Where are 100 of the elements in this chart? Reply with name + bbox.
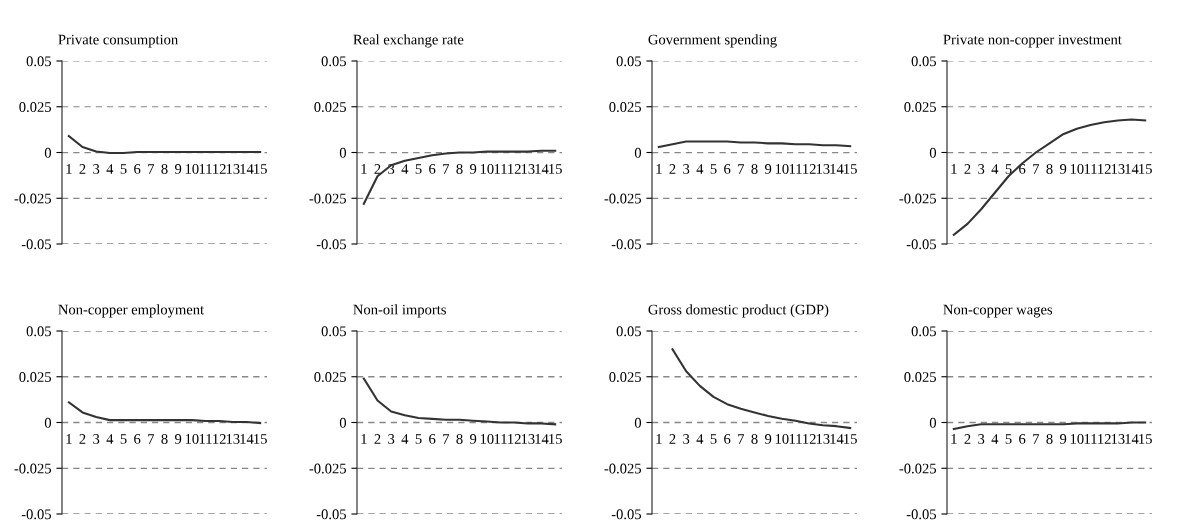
- y-tick-label: -0.05: [316, 509, 347, 520]
- x-tick-label: 5: [415, 434, 422, 444]
- x-tick-label: 3: [978, 164, 985, 174]
- y-tick-label: -0.05: [906, 239, 937, 250]
- y-tick-label: -0.05: [316, 239, 347, 250]
- y-tick-label: -0.05: [21, 239, 52, 250]
- y-tick-label: 0: [929, 147, 937, 158]
- x-tick-label: 5: [120, 164, 127, 174]
- x-tick-label: 9: [1059, 434, 1067, 444]
- chart-title: Non-copper wages: [943, 304, 1053, 318]
- x-tick-label: 6: [429, 434, 436, 444]
- x-tick-label: 3: [683, 434, 690, 444]
- x-tick-label: 7: [1033, 164, 1040, 174]
- x-tick-label: 8: [1046, 164, 1053, 174]
- chart-title: Gross domestic product (GDP): [648, 304, 829, 318]
- x-tick-label: 15: [1139, 434, 1152, 444]
- y-tick-label: 0.025: [904, 372, 937, 383]
- x-tick-label: 14: [830, 434, 844, 444]
- x-tick-label: 7: [738, 434, 745, 444]
- x-tick-label: 4: [991, 164, 999, 174]
- x-tick-label: 3: [683, 164, 690, 174]
- x-tick-label: 8: [751, 434, 758, 444]
- y-tick-label: -0.025: [14, 463, 52, 474]
- x-tick-label: 14: [240, 434, 254, 444]
- y-tick-label: 0: [634, 417, 642, 428]
- x-tick-label: 14: [535, 164, 549, 174]
- x-tick-label: 8: [751, 164, 758, 174]
- y-tick-label: 0.05: [911, 326, 937, 337]
- line-series: [671, 348, 852, 430]
- x-tick-label: 10: [775, 434, 789, 444]
- chart-title: Non-oil imports: [353, 304, 446, 318]
- y-tick-label: -0.05: [906, 509, 937, 520]
- x-tick-label: 3: [93, 164, 100, 174]
- x-tick-label: 15: [549, 434, 562, 444]
- line-series: [67, 401, 262, 425]
- x-tick-label: 12: [508, 434, 521, 444]
- x-tick-label: 3: [978, 434, 985, 444]
- x-tick-label: 2: [669, 164, 676, 174]
- y-tick-label: 0.025: [314, 102, 347, 113]
- x-tick-label: 8: [1046, 434, 1053, 444]
- y-tick-label: 0.025: [904, 102, 937, 113]
- x-tick-label: 15: [844, 434, 857, 444]
- x-tick-label: 2: [669, 434, 676, 444]
- x-tick-label: 2: [79, 434, 86, 444]
- x-tick-label: 12: [1098, 434, 1111, 444]
- x-tick-label: 5: [120, 434, 127, 444]
- x-tick-label: 14: [240, 164, 254, 174]
- x-tick-label: 6: [1019, 434, 1026, 444]
- x-tick-label: 7: [443, 164, 450, 174]
- y-tick-label: 0.025: [609, 102, 642, 113]
- x-tick-label: 14: [535, 434, 549, 444]
- x-tick-label: 5: [710, 164, 717, 174]
- y-tick-label: 0: [929, 417, 937, 428]
- x-tick-label: 15: [844, 164, 857, 174]
- chart-title: Private non-copper investment: [943, 34, 1122, 48]
- x-tick-label: 13: [816, 434, 830, 444]
- x-tick-label: 8: [456, 164, 463, 174]
- x-tick-label: 1: [361, 434, 367, 444]
- x-tick-label: 13: [1111, 164, 1125, 174]
- y-tick-label: 0: [339, 147, 347, 158]
- x-tick-label: 1: [656, 164, 662, 174]
- y-tick-label: 0: [44, 417, 52, 428]
- x-tick-label: 11: [789, 164, 802, 174]
- y-tick-label: 0.025: [609, 372, 642, 383]
- x-tick-label: 7: [148, 434, 155, 444]
- line-series: [362, 377, 557, 426]
- y-tick-label: 0.025: [314, 372, 347, 383]
- x-tick-label: 10: [480, 164, 494, 174]
- x-tick-label: 10: [480, 434, 494, 444]
- x-tick-label: 15: [1139, 164, 1152, 174]
- x-tick-label: 12: [213, 434, 226, 444]
- y-tick-label: 0.05: [26, 326, 52, 337]
- x-tick-label: 11: [199, 164, 212, 174]
- x-tick-label: 12: [803, 434, 816, 444]
- chart-title: Government spending: [648, 34, 777, 48]
- x-tick-label: 4: [401, 164, 409, 174]
- x-tick-label: 11: [1084, 164, 1097, 174]
- line-series: [952, 421, 1147, 430]
- y-tick-label: 0: [44, 147, 52, 158]
- y-tick-label: -0.025: [309, 193, 347, 204]
- x-tick-label: 9: [1059, 164, 1067, 174]
- x-tick-label: 4: [401, 434, 409, 444]
- x-tick-label: 2: [964, 164, 971, 174]
- x-tick-label: 15: [254, 164, 267, 174]
- x-tick-label: 5: [415, 164, 422, 174]
- x-tick-label: 4: [696, 434, 704, 444]
- x-tick-label: 1: [951, 434, 957, 444]
- x-tick-label: 12: [803, 164, 816, 174]
- x-tick-label: 6: [134, 164, 141, 174]
- x-tick-label: 9: [469, 434, 477, 444]
- x-tick-label: 1: [656, 434, 662, 444]
- x-tick-label: 8: [161, 434, 168, 444]
- x-tick-label: 13: [816, 164, 830, 174]
- x-tick-label: 5: [710, 434, 717, 444]
- x-tick-label: 12: [508, 164, 521, 174]
- x-tick-label: 7: [1033, 434, 1040, 444]
- x-tick-label: 10: [775, 164, 789, 174]
- x-tick-label: 8: [456, 434, 463, 444]
- x-tick-label: 10: [185, 164, 199, 174]
- y-tick-label: -0.05: [611, 239, 642, 250]
